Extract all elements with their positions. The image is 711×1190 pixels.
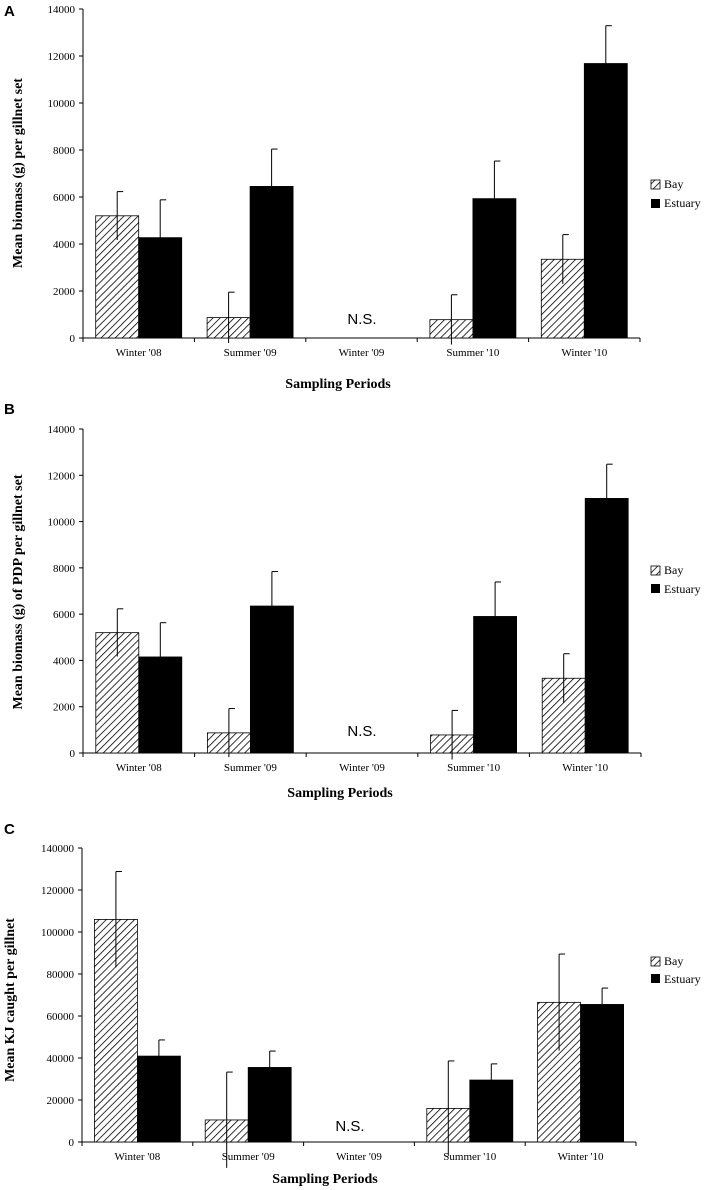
- legend-label-bay: Bay: [664, 177, 683, 191]
- x-axis-title: Sampling Periods: [272, 1172, 378, 1187]
- x-tick-label: Winter '09: [339, 762, 385, 774]
- legend-swatch-estuary: [651, 584, 660, 593]
- x-tick-label: Summer '09: [222, 1151, 276, 1163]
- panel-label: A: [4, 3, 15, 20]
- y-tick-label: 0: [69, 1137, 75, 1149]
- legend: Bay Estuary: [650, 954, 701, 986]
- legend-swatch-estuary: [651, 199, 660, 208]
- not-sampled-annotation: N.S.: [335, 1118, 364, 1135]
- y-axis-title: Mean biomass (g) of PDP per gillnet set: [11, 474, 26, 709]
- bar-estuary: [580, 1004, 624, 1143]
- legend-label-estuary: Estuary: [664, 972, 701, 986]
- y-axis-title: Mean KJ caught per gillnet: [3, 918, 18, 1082]
- y-tick-label: 12000: [48, 51, 76, 63]
- y-tick-label: 80000: [47, 969, 75, 981]
- chart-panel-c: C Mean KJ caught per gillnet Sampling Pe…: [3, 821, 701, 1187]
- legend-label-bay: Bay: [664, 954, 683, 968]
- not-sampled-annotation: N.S.: [347, 311, 376, 328]
- y-tick-label: 8000: [53, 563, 76, 575]
- y-tick-label: 120000: [41, 885, 75, 897]
- y-tick-label: 8000: [53, 145, 76, 157]
- x-tick-label: Summer '10: [446, 347, 500, 359]
- legend-label-estuary: Estuary: [664, 196, 701, 210]
- y-tick-label: 60000: [47, 1011, 75, 1023]
- x-tick-label: Winter '08: [114, 1151, 160, 1163]
- legend-label-bay: Bay: [664, 563, 683, 577]
- y-tick-label: 100000: [41, 927, 75, 939]
- panel-label: B: [4, 401, 15, 418]
- y-tick-label: 140000: [41, 843, 75, 855]
- y-tick-label: 6000: [53, 609, 76, 621]
- not-sampled-annotation: N.S.: [347, 723, 376, 740]
- x-tick-label: Summer '10: [443, 1151, 497, 1163]
- y-tick-label: 0: [70, 748, 76, 760]
- y-tick-label: 4000: [53, 239, 76, 251]
- legend-swatch-bay: [650, 956, 661, 967]
- y-tick-label: 0: [70, 333, 76, 345]
- y-tick-label: 2000: [53, 286, 76, 298]
- x-tick-label: Winter '09: [339, 347, 385, 359]
- x-tick-label: Winter '10: [558, 1151, 604, 1163]
- x-tick-label: Winter '10: [561, 347, 607, 359]
- x-tick-label: Winter '08: [116, 762, 162, 774]
- x-tick-label: Winter '09: [336, 1151, 382, 1163]
- x-tick-label: Summer '10: [447, 762, 501, 774]
- y-tick-label: 10000: [48, 517, 76, 529]
- y-tick-label: 10000: [48, 98, 76, 110]
- legend: Bay Estuary: [650, 563, 701, 596]
- y-tick-label: 2000: [53, 702, 76, 714]
- legend: Bay Estuary: [650, 177, 701, 210]
- y-tick-label: 40000: [47, 1053, 75, 1065]
- y-tick-label: 6000: [53, 192, 76, 204]
- legend-swatch-estuary: [651, 974, 660, 983]
- legend-swatch-bay: [650, 179, 661, 190]
- panel-label: C: [4, 821, 15, 838]
- y-tick-label: 20000: [47, 1095, 75, 1107]
- x-tick-label: Winter '08: [116, 347, 162, 359]
- legend-swatch-bay: [650, 565, 661, 576]
- bar-bay: [95, 215, 140, 339]
- y-tick-label: 4000: [53, 655, 76, 667]
- bar-estuary: [584, 498, 629, 754]
- legend-label-estuary: Estuary: [664, 582, 701, 596]
- x-axis-title: Sampling Periods: [285, 377, 391, 392]
- x-axis-title: Sampling Periods: [287, 786, 393, 801]
- bar-estuary: [136, 1055, 181, 1143]
- y-tick-label: 14000: [48, 4, 76, 16]
- y-tick-label: 12000: [48, 470, 76, 482]
- x-tick-label: Summer '09: [224, 762, 278, 774]
- y-axis-title: Mean biomass (g) per gillnet set: [11, 78, 26, 268]
- x-tick-label: Winter '10: [562, 762, 608, 774]
- chart-panel-b: B Mean biomass (g) of PDP per gillnet se…: [4, 401, 701, 801]
- x-tick-label: Summer '09: [224, 347, 278, 359]
- y-tick-label: 14000: [48, 424, 76, 436]
- chart-panel-a: A Mean biomass (g) per gillnet set Sampl…: [4, 3, 701, 392]
- bar-estuary: [583, 63, 628, 339]
